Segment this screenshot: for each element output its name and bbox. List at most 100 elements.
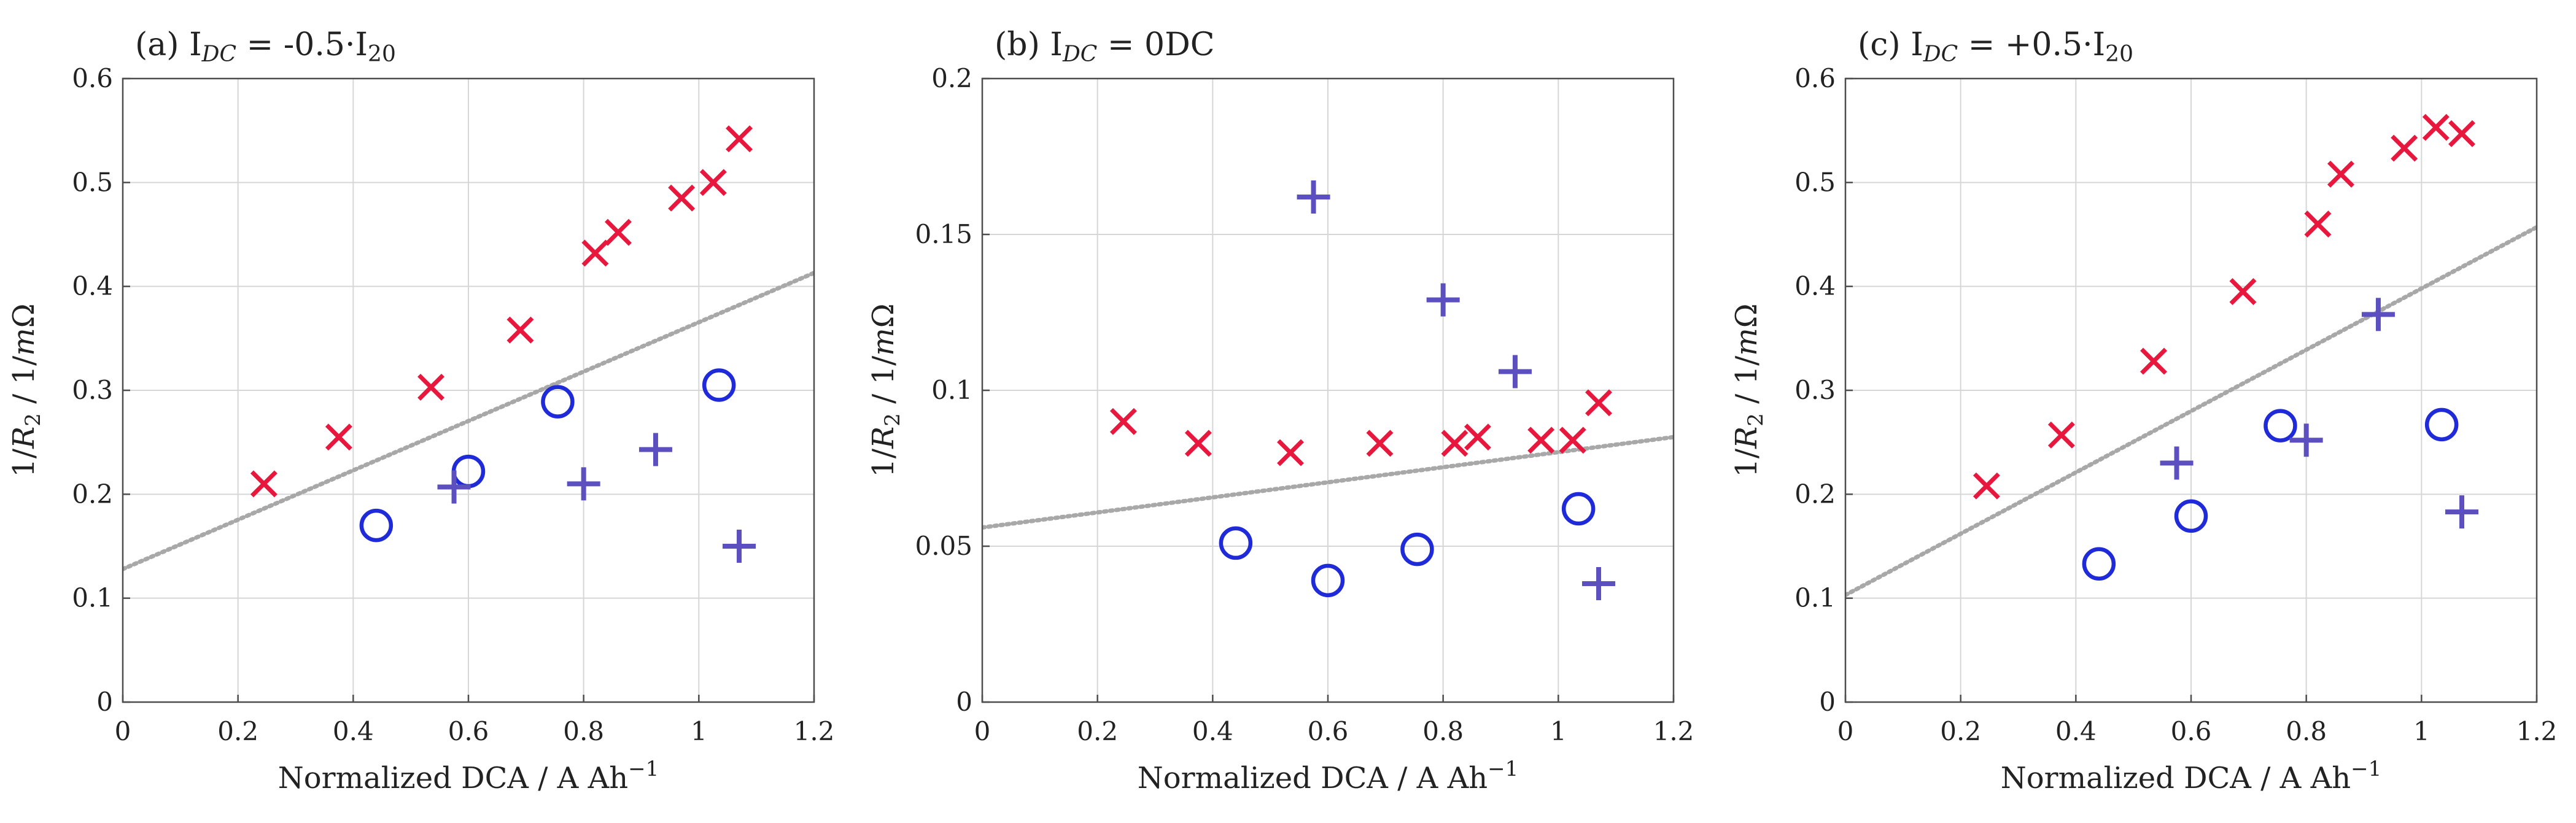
y-tick-label: 0.1 bbox=[1794, 583, 1836, 613]
marker-cross bbox=[1109, 408, 1137, 435]
x-tick-label: 0.8 bbox=[2286, 716, 2327, 746]
marker-cross bbox=[668, 184, 696, 212]
y-axis-label: 1/R2 / 1/mΩ bbox=[7, 303, 45, 477]
chart-panel-c: 0 0.2 0.4 0.6 0.8 1 1.2 0 0.1 0.2 0.3 0.4 0.5 0.6 (c) … bbox=[1729, 26, 2557, 795]
marker-cross bbox=[506, 316, 534, 344]
marker-plus bbox=[638, 433, 672, 466]
marker-cross bbox=[2229, 278, 2257, 306]
marker-circle bbox=[2174, 499, 2208, 533]
series-cross bbox=[250, 125, 753, 498]
marker-cross bbox=[1527, 427, 1555, 454]
marker-cross bbox=[581, 239, 609, 267]
marker-circle bbox=[1311, 563, 1345, 598]
marker-cross bbox=[2391, 134, 2418, 162]
grid bbox=[982, 79, 1674, 702]
x-tick-label: 1.2 bbox=[2516, 716, 2558, 746]
marker-cross bbox=[1441, 430, 1468, 457]
y-tick-label: 0.2 bbox=[1794, 479, 1836, 509]
marker-plus bbox=[1498, 355, 1532, 388]
y-tick-label: 0.3 bbox=[72, 375, 113, 405]
grid bbox=[1845, 79, 2537, 702]
y-tick-label: 0.5 bbox=[72, 167, 113, 197]
panel-title: (a) IDC = -0.5·I20 bbox=[135, 26, 396, 67]
marker-cross bbox=[325, 423, 352, 451]
y-tick-label: 0.5 bbox=[1794, 167, 1836, 197]
marker-circle bbox=[1219, 526, 1253, 560]
marker-plus bbox=[437, 470, 471, 504]
series-circle bbox=[1219, 492, 1596, 598]
marker-cross bbox=[726, 125, 753, 153]
trend-line bbox=[123, 271, 814, 571]
x-tick-label: 0.2 bbox=[217, 716, 258, 746]
x-tick-label: 1 bbox=[691, 716, 707, 746]
series-plus bbox=[2160, 298, 2479, 529]
chart-panel-a: 0 0.2 0.4 0.6 0.8 1 1.2 0 0.1 0.2 0.3 0.4 0.5 0.6 (a) … bbox=[7, 26, 834, 795]
marker-circle bbox=[702, 368, 736, 402]
marker-plus bbox=[567, 467, 600, 501]
marker-cross bbox=[2448, 120, 2475, 147]
marker-cross bbox=[2047, 421, 2075, 449]
x-tick-label: 1.2 bbox=[794, 716, 835, 746]
series-cross bbox=[1973, 114, 2475, 500]
y-tick-label: 0.6 bbox=[72, 63, 113, 93]
x-tick-label: 1.2 bbox=[1653, 716, 1694, 746]
marker-plus bbox=[1426, 283, 1460, 317]
x-tick-label: 0.2 bbox=[1077, 716, 1118, 746]
marker-plus bbox=[1582, 566, 1616, 600]
x-tick-label: 0 bbox=[974, 716, 991, 746]
x-tick-label: 0.6 bbox=[448, 716, 489, 746]
marker-cross bbox=[2327, 160, 2354, 188]
axis-ticks bbox=[122, 77, 815, 703]
marker-cross bbox=[1973, 472, 2000, 500]
x-tick-label: 0.4 bbox=[2055, 716, 2097, 746]
y-tick-label: 0.6 bbox=[1794, 63, 1836, 93]
marker-cross bbox=[1366, 430, 1394, 457]
marker-plus bbox=[1297, 180, 1330, 214]
chart-panels: 0 0.2 0.4 0.6 0.8 1 1.2 0 0.1 0.2 0.3 0.4 0.5 0.6 (a) … bbox=[7, 26, 2557, 795]
marker-circle bbox=[2082, 547, 2116, 581]
y-tick-label: 0.4 bbox=[1794, 271, 1836, 301]
marker-plus bbox=[2160, 446, 2194, 480]
y-tick-label: 0.4 bbox=[72, 271, 113, 301]
y-tick-label: 0.05 bbox=[915, 531, 972, 561]
y-tick-label: 0.2 bbox=[931, 63, 972, 93]
series-circle bbox=[2082, 408, 2459, 581]
marker-cross bbox=[2140, 347, 2167, 375]
y-tick-label: 0.3 bbox=[1794, 375, 1836, 405]
marker-cross bbox=[1277, 439, 1304, 466]
x-axis-label: Normalized DCA / A Ah−1 bbox=[2001, 757, 2382, 795]
marker-circle bbox=[359, 508, 394, 543]
marker-plus bbox=[2289, 423, 2323, 457]
marker-cross bbox=[2422, 114, 2450, 141]
y-tick-label: 0.1 bbox=[931, 375, 972, 405]
marker-plus bbox=[2361, 298, 2395, 331]
marker-circle bbox=[2424, 408, 2459, 442]
marker-plus bbox=[723, 530, 756, 563]
marker-circle bbox=[2264, 409, 2297, 442]
series-plus bbox=[1297, 180, 1616, 600]
y-tick-label: 0 bbox=[1819, 687, 1836, 717]
marker-cross bbox=[605, 218, 632, 246]
marker-plus bbox=[2445, 495, 2479, 529]
x-tick-label: 0.4 bbox=[1192, 716, 1233, 746]
marker-cross bbox=[1585, 389, 1612, 417]
marker-cross bbox=[417, 373, 444, 401]
series-plus bbox=[437, 433, 756, 563]
y-tick-label: 0.2 bbox=[72, 479, 113, 509]
panel-title: (c) IDC = +0.5·I20 bbox=[1858, 26, 2133, 67]
marker-cross bbox=[2304, 211, 2332, 238]
marker-cross bbox=[699, 169, 727, 196]
x-tick-label: 1 bbox=[1550, 716, 1567, 746]
y-axis-label: 1/R2 / 1/mΩ bbox=[866, 303, 905, 477]
x-tick-label: 0.6 bbox=[1308, 716, 1349, 746]
x-tick-label: 0.2 bbox=[1940, 716, 1981, 746]
trend-line bbox=[982, 435, 1674, 530]
y-tick-label: 0.1 bbox=[72, 583, 113, 613]
chart-panel-b: 0 0.2 0.4 0.6 0.8 1 1.2 0 0.05 0.1 0.15 0.2 (b) IDC … bbox=[866, 26, 1694, 795]
grid bbox=[123, 79, 814, 702]
x-tick-label: 0.4 bbox=[333, 716, 374, 746]
series-cross bbox=[1109, 389, 1612, 466]
y-tick-label: 0 bbox=[96, 687, 113, 717]
y-axis-label: 1/R2 / 1/mΩ bbox=[1729, 303, 1768, 477]
